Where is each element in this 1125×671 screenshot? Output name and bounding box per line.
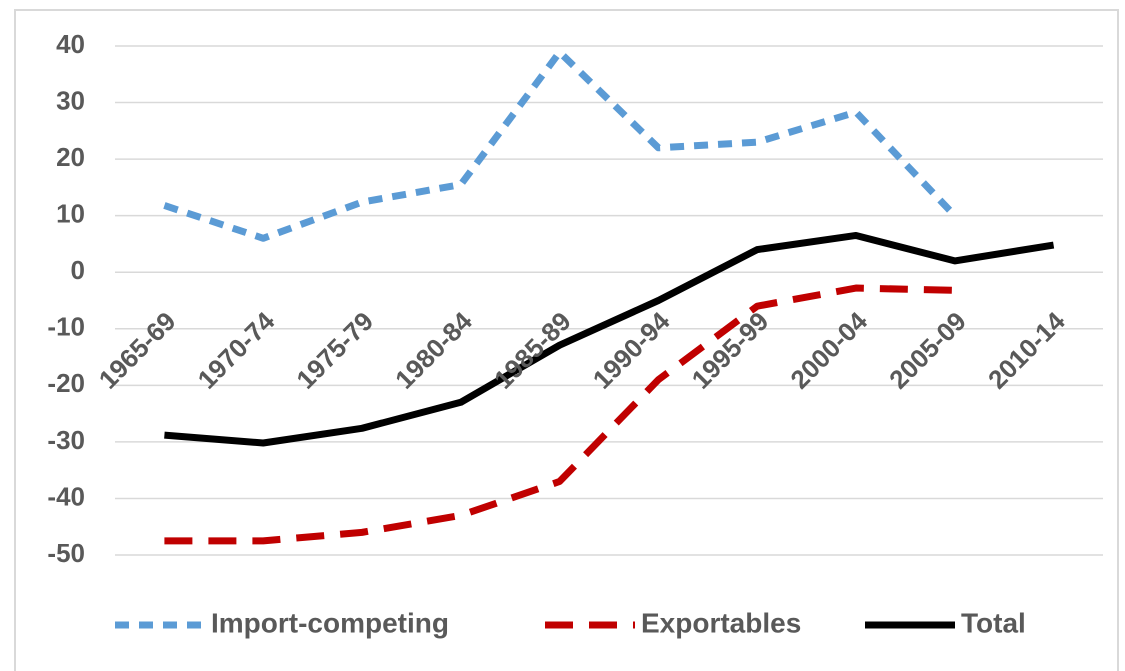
y-tick-label: -50 [47, 538, 85, 568]
y-tick-label: -20 [47, 368, 85, 398]
y-tick-label: 10 [56, 199, 85, 229]
y-tick-label: 0 [71, 255, 85, 285]
legend: Import-competing Exportables Total [115, 607, 1026, 638]
y-tick-label: -30 [47, 425, 85, 455]
legend-label: Exportables [641, 607, 801, 638]
y-tick-label: 30 [56, 85, 85, 115]
y-tick-label: -40 [47, 481, 85, 511]
y-tick-label: 40 [56, 29, 85, 59]
grid [115, 45, 1103, 556]
legend-label: Total [961, 607, 1026, 638]
series-line [164, 284, 955, 545]
legend-label: Import-competing [211, 607, 449, 638]
lines [163, 48, 1055, 545]
y-tick-label: 20 [56, 142, 85, 172]
series-line [163, 48, 958, 242]
y-tick-label: -10 [47, 312, 85, 342]
series-line [164, 231, 1055, 447]
